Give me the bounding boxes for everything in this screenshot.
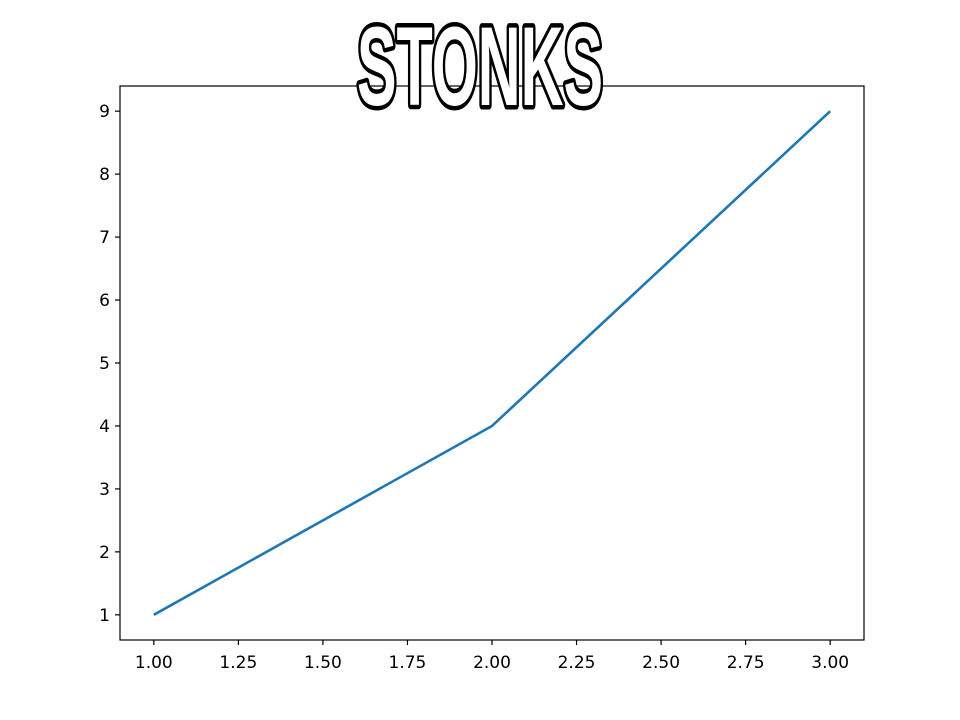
y-tick-label: 5 bbox=[99, 354, 110, 374]
x-tick-label: 2.25 bbox=[558, 653, 596, 673]
plot-area bbox=[119, 85, 865, 641]
y-tick-label: 1 bbox=[99, 606, 110, 626]
y-tick-label: 7 bbox=[99, 228, 110, 248]
x-tick-label: 1.50 bbox=[304, 653, 342, 673]
x-tick-label: 2.50 bbox=[642, 653, 680, 673]
x-tick-label: 2.75 bbox=[727, 653, 765, 673]
x-tick-label: 1.00 bbox=[135, 653, 173, 673]
x-tick-label: 2.00 bbox=[473, 653, 511, 673]
y-tick-label: 9 bbox=[99, 102, 110, 122]
x-tick-label: 3.00 bbox=[811, 653, 849, 673]
y-tick-label: 4 bbox=[99, 417, 110, 437]
x-tick-label: 1.75 bbox=[389, 653, 427, 673]
chart-title: STONKS bbox=[357, 4, 603, 129]
y-tick-label: 2 bbox=[99, 543, 110, 563]
y-tick-label: 3 bbox=[99, 480, 110, 500]
y-tick-label: 8 bbox=[99, 165, 110, 185]
y-tick-label: 6 bbox=[99, 291, 110, 311]
x-tick-label: 1.25 bbox=[219, 653, 257, 673]
